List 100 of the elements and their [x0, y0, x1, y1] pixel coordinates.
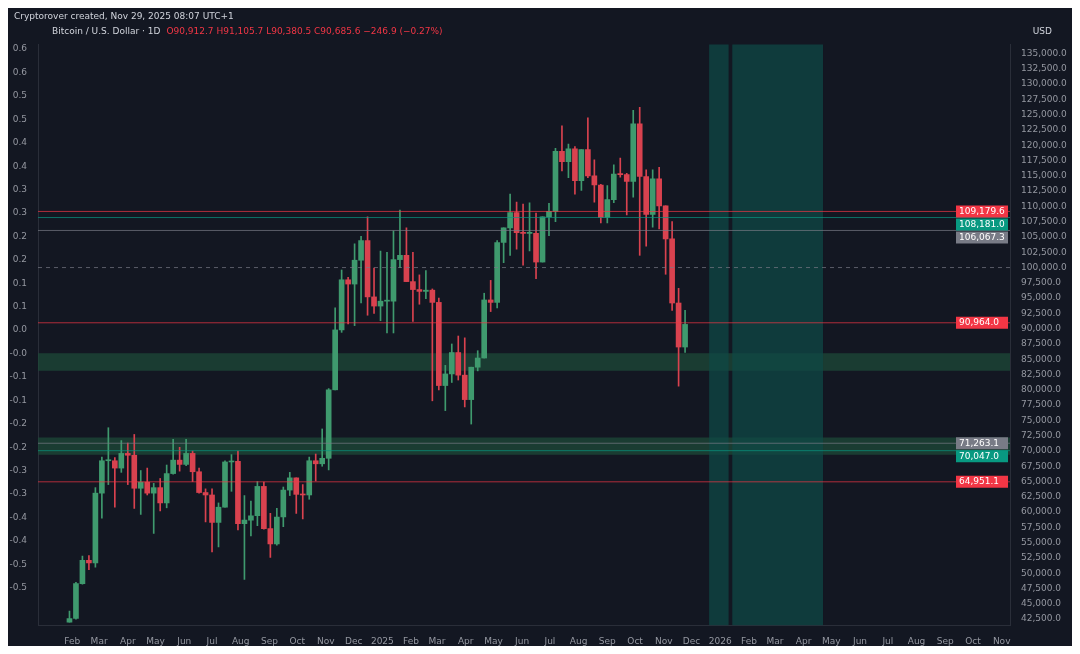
y-tick-label: 127,500.0: [1021, 93, 1068, 104]
candlestick: [150, 483, 157, 534]
x-tick-label: Jul: [205, 635, 218, 646]
y2-tick-label: 0.1: [12, 277, 27, 288]
y-tick-label: 130,000.0: [1021, 78, 1068, 89]
y2-tick-label: -0.1: [9, 394, 27, 405]
y2-tick-label: 0.6: [12, 66, 28, 77]
y-tick-label: 87,500.0: [1021, 338, 1062, 349]
y2-tick-label: 0.0: [12, 324, 28, 335]
y2-tick-label: 0.4: [12, 160, 28, 171]
x-tick-label: Apr: [795, 635, 812, 646]
x-tick-label: Feb: [64, 635, 81, 646]
y-tick-label: 45,000.0: [1021, 598, 1062, 609]
x-tick-label: May: [822, 635, 842, 646]
y2-tick-label: -0.3: [9, 488, 27, 499]
y-tick-label: 97,500.0: [1021, 277, 1062, 288]
y-tick-label: 67,500.0: [1021, 460, 1062, 471]
y-tick-label: 47,500.0: [1021, 582, 1062, 593]
text: Cryptorover created, Nov 29, 2025 08:07 UTC+1: [14, 11, 234, 21]
chart-title: Bitcoin / U.S. Dollar · 1D: [52, 26, 161, 36]
y-tick-label: 57,500.0: [1021, 521, 1062, 532]
y-tick-label: 105,000.0: [1021, 231, 1068, 242]
candlestick: [86, 555, 92, 570]
candlestick: [559, 125, 565, 172]
ref-line-label: 71,263.1: [959, 437, 1000, 448]
x-tick-label: Sep: [598, 635, 617, 646]
x-tick-label: Nov: [317, 635, 336, 646]
y2-tick-label: 0.5: [12, 90, 27, 101]
x-tick-label: Jun: [514, 635, 530, 646]
chart-subtitle: O90,912.7 H91,105.7 L90,380.5 C90,685.6 −246.9 (−0.27%): [166, 26, 443, 36]
x-tick-label: Aug: [569, 635, 588, 646]
candlestick: [487, 280, 494, 312]
x-tick-label: Sep: [936, 635, 954, 646]
y-tick-label: 42,500.0: [1021, 613, 1062, 624]
y2-tick-label: -0.2: [9, 418, 27, 429]
candlestick: [312, 453, 319, 482]
x-tick-label: Feb: [403, 635, 420, 646]
x-tick-label: Nov: [992, 635, 1012, 646]
y2-tick-label: -0.4: [9, 535, 28, 546]
y-tick-label: 60,000.0: [1021, 506, 1062, 517]
x-tick-label: Jun: [176, 635, 192, 646]
y2-tick-label: -0.5: [9, 582, 27, 593]
y-tick-label: 85,000.0: [1021, 353, 1062, 364]
x-tick-label: Dec: [682, 635, 701, 646]
y-tick-label: 102,500.0: [1021, 246, 1068, 257]
y-tick-label: 62,500.0: [1021, 491, 1062, 502]
candlestick: [423, 270, 429, 300]
x-tick-label: Aug: [231, 635, 250, 646]
x-tick-label: Apr: [120, 635, 136, 646]
y-tick-label: 122,500.0: [1021, 124, 1068, 135]
y-tick-label: 72,500.0: [1021, 430, 1062, 441]
y2-tick-label: -0.3: [9, 464, 27, 475]
x-tick-label: Oct: [627, 635, 644, 646]
y2-tick-label: 0.3: [12, 207, 27, 218]
x-tick-label: May: [146, 635, 166, 646]
x-tick-label: Oct: [289, 635, 306, 646]
y-tick-label: 107,500.0: [1021, 216, 1068, 227]
y-tick-label: 95,000.0: [1021, 292, 1062, 303]
y2-tick-label: -0.1: [9, 371, 27, 382]
candlestick: [345, 277, 351, 325]
y2-tick-label: -0.2: [9, 441, 27, 452]
candlestick: [137, 470, 144, 515]
y-tick-label: 65,000.0: [1021, 475, 1062, 486]
y-tick-label: 100,000.0: [1021, 261, 1068, 272]
x-tick-label: May: [484, 635, 504, 646]
x-tick-label: Aug: [907, 635, 926, 646]
y2-tick-label: 0.4: [12, 137, 28, 148]
y-tick-label: 82,500.0: [1021, 368, 1062, 379]
y-tick-label: 110,000.0: [1021, 200, 1068, 211]
y2-tick-label: 0.3: [12, 183, 27, 194]
y-axis-title: USD: [1032, 26, 1052, 36]
y-tick-label: 92,500.0: [1021, 307, 1062, 318]
x-tick-label: Apr: [457, 635, 474, 646]
x-tick-label: Jun: [852, 635, 868, 646]
ref-line-label: 64,951.1: [959, 476, 1000, 487]
ref-line-label: 70,047.0: [959, 450, 1000, 461]
candlestick: [112, 457, 118, 508]
x-tick-label: Oct: [965, 635, 982, 646]
y-tick-label: 135,000.0: [1021, 47, 1068, 58]
y2-tick-label: 0.6: [12, 43, 28, 54]
y-tick-label: 70,000.0: [1021, 445, 1062, 456]
y-tick-label: 77,500.0: [1021, 399, 1062, 410]
y-tick-label: 80,000.0: [1021, 384, 1062, 395]
x-tick-label: Sep: [260, 635, 279, 646]
ref-line-label: 108,181.0: [959, 218, 1006, 229]
ref-line-label: 109,179.6: [959, 205, 1006, 216]
y-tick-label: 125,000.0: [1021, 109, 1068, 120]
x-tick-label: Feb: [740, 635, 758, 646]
x-tick-label: Mar: [428, 635, 446, 646]
x-tick-label: Jul: [543, 635, 556, 646]
y-tick-label: 115,000.0: [1021, 170, 1068, 181]
y2-tick-label: -0.4: [9, 511, 28, 522]
x-tick-label: 2026: [708, 635, 732, 646]
y-tick-label: 75,000.0: [1021, 414, 1062, 425]
candlestick: [371, 267, 377, 314]
y-tick-label: 132,500.0: [1021, 63, 1068, 74]
y-tick-label: 90,000.0: [1021, 323, 1062, 334]
y-tick-label: 52,500.0: [1021, 552, 1062, 563]
y2-tick-label: -0.0: [9, 347, 28, 358]
x-tick-label: Dec: [344, 635, 363, 646]
